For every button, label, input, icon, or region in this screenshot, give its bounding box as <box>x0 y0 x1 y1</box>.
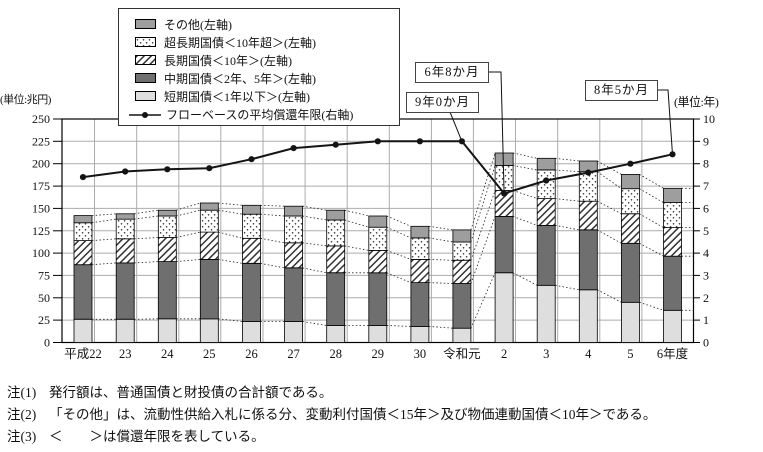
legend-label: 短期国債＜1年以下＞(左軸) <box>164 89 310 104</box>
svg-text:7: 7 <box>703 179 709 193</box>
x-axis-labels: 平成22 23 24 25 26 27 28 29 30 令和元 2 3 4 5 6年度 <box>64 346 688 361</box>
svg-text:28: 28 <box>329 347 342 361</box>
note-prefix: 注(2) <box>7 407 37 422</box>
dot-pattern-swatch-icon <box>135 37 156 47</box>
legend-label: フローベースの平均償還年限(右軸) <box>166 107 354 122</box>
svg-text:平成22: 平成22 <box>64 347 102 361</box>
svg-text:1: 1 <box>703 313 709 327</box>
svg-text:10: 10 <box>703 112 715 126</box>
svg-text:8: 8 <box>703 157 709 171</box>
legend: その他(左軸) 超長期国債＜10年超＞(左軸) 長期国債＜10年＞(左軸) 中期… <box>118 8 400 126</box>
svg-text:250: 250 <box>32 112 50 126</box>
svg-text:175: 175 <box>32 179 50 193</box>
svg-text:2: 2 <box>501 347 507 361</box>
legend-label: 中期国債＜2年、5年＞(左軸) <box>164 71 316 86</box>
svg-text:2: 2 <box>703 291 709 305</box>
hatch-pattern-swatch-icon <box>135 55 156 65</box>
note-text: 発行額は、普通国債と財投債の合計額である。 <box>49 385 333 400</box>
gray-fill-swatch-icon <box>135 19 156 29</box>
segment-connectors <box>91 152 694 329</box>
dark-gray-fill-swatch-icon <box>135 73 156 83</box>
legend-label: 超長期国債＜10年超＞(左軸) <box>164 35 316 50</box>
note-prefix: 注(1) <box>7 385 37 400</box>
annotation-box-9y0m: 9年0か月 <box>406 92 479 113</box>
note-row: 注(2) 「その他」は、流動性供給入札に係る分、変動利付国債＜15年＞及び物価連… <box>7 404 763 426</box>
left-axis-unit-label: (単位:兆円) <box>0 94 51 106</box>
svg-text:4: 4 <box>585 347 592 361</box>
svg-text:50: 50 <box>38 291 50 305</box>
note-prefix: 注(3) <box>7 429 37 444</box>
note-row: 注(3) ＜ ＞は償還年限を表している。 <box>7 426 763 448</box>
svg-text:5: 5 <box>703 224 709 238</box>
light-gray-fill-swatch-icon <box>135 91 156 101</box>
svg-text:3: 3 <box>703 268 709 282</box>
legend-item-other: その他(左軸) <box>135 15 399 33</box>
svg-text:6年度: 6年度 <box>657 346 689 361</box>
svg-text:23: 23 <box>119 347 132 361</box>
svg-text:6: 6 <box>703 201 709 215</box>
svg-text:30: 30 <box>414 347 427 361</box>
svg-text:24: 24 <box>161 347 174 361</box>
svg-text:0: 0 <box>703 336 709 350</box>
legend-item-short-term: 短期国債＜1年以下＞(左軸) <box>135 87 399 105</box>
note-row: 注(1) 発行額は、普通国債と財投債の合計額である。 <box>7 382 763 404</box>
svg-text:25: 25 <box>203 347 216 361</box>
svg-text:25: 25 <box>38 313 50 327</box>
svg-text:225: 225 <box>32 134 50 148</box>
annotation-connectors <box>449 71 673 194</box>
annotation-box-8y5m: 8年5か月 <box>585 80 658 101</box>
note-text: ＜ ＞は償還年限を表している。 <box>49 429 265 444</box>
svg-text:5: 5 <box>627 347 633 361</box>
legend-item-super-long-term: 超長期国債＜10年超＞(左軸) <box>135 33 399 51</box>
svg-text:150: 150 <box>32 201 50 215</box>
svg-text:3: 3 <box>543 347 549 361</box>
svg-text:27: 27 <box>287 347 300 361</box>
notes: 注(1) 発行額は、普通国債と財投債の合計額である。 注(2) 「その他」は、流… <box>7 382 763 448</box>
legend-label: その他(左軸) <box>164 17 232 32</box>
legend-item-average-maturity-line: フローベースの平均償還年限(右軸) <box>129 105 399 123</box>
svg-text:200: 200 <box>32 157 50 171</box>
svg-text:4: 4 <box>703 246 709 260</box>
svg-text:26: 26 <box>245 347 258 361</box>
annotation-box-6y8m: 6年8か月 <box>415 62 489 83</box>
svg-text:125: 125 <box>32 224 50 238</box>
chart-plot: 0255075100125150175200225250012345678910… <box>32 71 715 361</box>
svg-text:9: 9 <box>703 134 709 148</box>
note-text: 「その他」は、流動性供給入札に係る分、変動利付国債＜15年＞及び物価連動国債＜1… <box>49 407 657 422</box>
svg-text:令和元: 令和元 <box>443 346 481 361</box>
legend-label: 長期国債＜10年＞(左軸) <box>164 53 292 68</box>
stacked-bars <box>73 152 682 343</box>
svg-text:29: 29 <box>372 347 385 361</box>
line-marker-swatch-icon <box>128 109 162 119</box>
legend-item-medium-term: 中期国債＜2年、5年＞(左軸) <box>135 69 399 87</box>
svg-text:75: 75 <box>38 268 50 282</box>
right-axis-unit-label: (単位:年) <box>674 95 719 109</box>
legend-item-long-term: 長期国債＜10年＞(左軸) <box>135 51 399 69</box>
average-maturity-line <box>79 138 676 197</box>
svg-text:100: 100 <box>32 246 50 260</box>
svg-text:0: 0 <box>44 336 50 350</box>
